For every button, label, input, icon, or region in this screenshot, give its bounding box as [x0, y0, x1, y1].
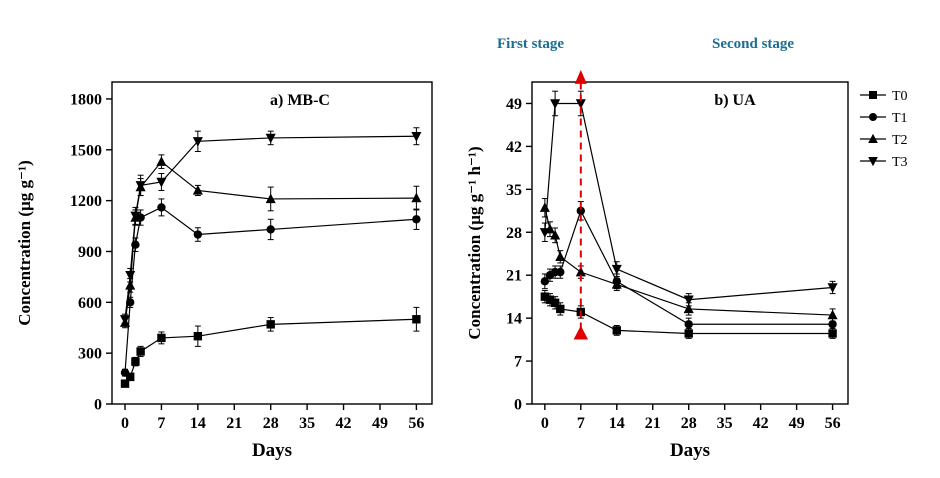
svg-text:300: 300 [78, 346, 102, 363]
svg-text:42: 42 [506, 139, 522, 156]
legend-item-T2: T2 [860, 133, 908, 148]
svg-text:1200: 1200 [70, 193, 102, 210]
svg-text:56: 56 [408, 415, 424, 432]
svg-text:0: 0 [94, 397, 102, 414]
svg-text:T3: T3 [892, 155, 908, 170]
svg-text:49: 49 [789, 415, 805, 432]
svg-text:14: 14 [609, 415, 625, 432]
svg-text:1800: 1800 [70, 91, 102, 108]
legend-item-T0: T0 [860, 89, 908, 104]
series-T2 [119, 154, 422, 329]
svg-text:42: 42 [753, 415, 769, 432]
chart-panel-a-mbc: 0 7 14 21 28 35 42 49 56 0 300 600 900 1200 1500 1800 Da… [15, 81, 433, 461]
svg-text:35: 35 [299, 415, 315, 432]
series-T0 [540, 290, 837, 339]
x-axis-label: Days [252, 440, 292, 461]
series-T1 [120, 198, 421, 377]
svg-text:0: 0 [541, 415, 549, 432]
svg-text:14: 14 [506, 311, 522, 328]
axes: 0 7 14 21 28 35 42 49 56 0 300 600 900 1200 1500 1800 Da… [15, 91, 424, 461]
svg-text:7: 7 [157, 415, 165, 432]
panel-title: b) UA [714, 92, 756, 109]
panel-title: a) MB-C [270, 92, 330, 109]
svg-text:35: 35 [717, 415, 733, 432]
svg-text:28: 28 [506, 225, 522, 242]
plot-frame [531, 81, 849, 405]
y-axis-label: Concentration (µg g⁻¹ h⁻¹) [465, 146, 484, 339]
svg-text:56: 56 [825, 415, 841, 432]
svg-text:1500: 1500 [70, 142, 102, 159]
chart-panel-b-ua: 0 7 14 21 28 35 42 49 56 0 7 14 21 28 35 42 49 Days Concen… [465, 69, 908, 461]
svg-text:21: 21 [506, 268, 522, 285]
svg-text:0: 0 [121, 415, 129, 432]
series-T0 [120, 306, 421, 388]
svg-text:T2: T2 [892, 133, 908, 148]
svg-text:7: 7 [514, 354, 522, 371]
stage-label-first: First stage [497, 36, 565, 52]
svg-text:T1: T1 [892, 111, 908, 126]
svg-text:21: 21 [226, 415, 242, 432]
svg-text:49: 49 [506, 96, 522, 113]
svg-text:T0: T0 [892, 89, 908, 104]
axes: 0 7 14 21 28 35 42 49 56 0 7 14 21 28 35 42 49 Days Concen… [465, 96, 841, 461]
svg-text:7: 7 [577, 415, 585, 432]
series-T3 [119, 127, 422, 325]
svg-text:600: 600 [78, 295, 102, 312]
legend-item-T3: T3 [860, 155, 908, 170]
legend: T0 T1 T2 T3 [860, 89, 908, 170]
svg-text:14: 14 [190, 415, 206, 432]
svg-text:35: 35 [506, 182, 522, 199]
svg-text:21: 21 [645, 415, 661, 432]
series-T3 [539, 90, 838, 307]
svg-text:28: 28 [263, 415, 279, 432]
stage-divider-arrow [573, 69, 589, 340]
legend-item-T1: T1 [860, 111, 908, 126]
svg-text:49: 49 [372, 415, 388, 432]
svg-text:0: 0 [514, 397, 522, 414]
x-axis-label: Days [670, 440, 710, 461]
y-axis-label: Concentration (µg g⁻¹) [15, 160, 34, 326]
series-T2 [539, 198, 838, 322]
svg-text:28: 28 [681, 415, 697, 432]
svg-text:900: 900 [78, 244, 102, 261]
stage-label-second: Second stage [712, 36, 795, 52]
plot-frame [111, 81, 433, 405]
svg-text:42: 42 [336, 415, 352, 432]
